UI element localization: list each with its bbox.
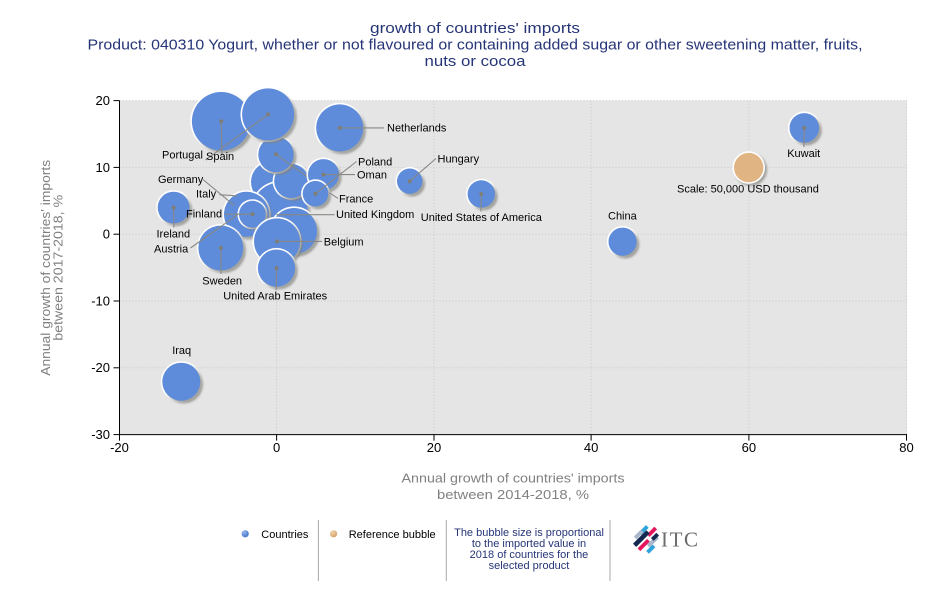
svg-text:Germany: Germany (158, 174, 204, 186)
svg-text:-10: -10 (91, 293, 110, 308)
svg-text:United States of America: United States of America (421, 212, 543, 224)
svg-text:2018 of countries for the: 2018 of countries for the (470, 549, 589, 561)
svg-text:Austria: Austria (154, 244, 189, 256)
svg-text:-20: -20 (110, 440, 129, 455)
svg-text:40: 40 (584, 440, 598, 455)
svg-text:China: China (608, 211, 638, 223)
svg-text:60: 60 (742, 440, 756, 455)
svg-text:20: 20 (96, 93, 110, 108)
svg-text:Hungary: Hungary (438, 154, 480, 166)
svg-text:0: 0 (103, 227, 110, 242)
svg-text:Netherlands: Netherlands (387, 123, 447, 135)
svg-text:The bubble size is proportiona: The bubble size is proportional (454, 527, 604, 539)
svg-text:to the imported value in: to the imported value in (472, 538, 586, 550)
svg-text:Product: 040310 Yogurt, whethe: Product: 040310 Yogurt, whether or not f… (88, 37, 863, 54)
svg-text:Belgium: Belgium (324, 237, 364, 249)
svg-text:Scale: 50,000 USD thousand: Scale: 50,000 USD thousand (677, 184, 819, 196)
svg-text:nuts or cocoa: nuts or cocoa (425, 53, 527, 70)
svg-text:between 2014-2018, %: between 2014-2018, % (437, 487, 589, 502)
svg-text:Oman: Oman (357, 170, 387, 182)
svg-text:Poland: Poland (358, 157, 392, 169)
svg-text:Countries: Countries (261, 529, 309, 541)
svg-text:Portugal: Portugal (162, 150, 203, 162)
svg-text:Sweden: Sweden (202, 276, 242, 288)
svg-text:Italy: Italy (196, 189, 217, 201)
svg-text:between 2017-2018, %: between 2017-2018, % (51, 194, 66, 340)
svg-text:-20: -20 (91, 360, 110, 375)
svg-text:France: France (339, 194, 373, 206)
svg-text:United Arab Emirates: United Arab Emirates (223, 291, 327, 303)
svg-text:Finland: Finland (186, 209, 222, 221)
svg-text:-30: -30 (91, 427, 110, 442)
svg-text:10: 10 (96, 160, 110, 175)
svg-text:20: 20 (427, 440, 441, 455)
svg-text:Ireland: Ireland (157, 229, 191, 241)
svg-text:selected product: selected product (489, 560, 570, 572)
svg-text:growth of countries' imports: growth of countries' imports (370, 20, 580, 37)
svg-text:Spain: Spain (206, 151, 234, 163)
svg-text:United Kingdom: United Kingdom (336, 209, 414, 221)
svg-text:Reference bubble: Reference bubble (349, 529, 436, 541)
svg-text:0: 0 (273, 440, 280, 455)
svg-text:Kuwait: Kuwait (787, 148, 820, 160)
svg-text:Annual growth of countries' im: Annual growth of countries' imports (38, 159, 53, 376)
svg-text:ITC: ITC (661, 528, 700, 552)
svg-text:80: 80 (899, 440, 913, 455)
svg-text:Annual growth of countries' im: Annual growth of countries' imports (402, 471, 626, 486)
svg-text:Iraq: Iraq (172, 345, 191, 357)
